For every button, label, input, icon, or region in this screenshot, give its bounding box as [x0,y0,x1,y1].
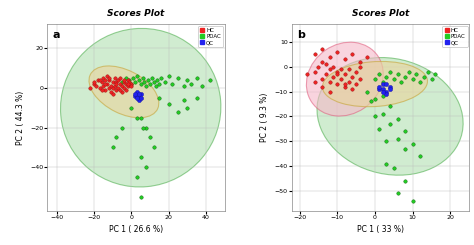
X-axis label: PC 1 ( 26.6 %): PC 1 ( 26.6 %) [109,225,163,234]
Y-axis label: PC 2 ( 44.3 %): PC 2 ( 44.3 %) [16,90,25,145]
Text: a: a [53,30,60,40]
Ellipse shape [317,58,463,175]
Legend: HC, PDAC, QC: HC, PDAC, QC [198,26,223,47]
Ellipse shape [306,42,383,116]
Title: Scores Plot: Scores Plot [352,9,409,18]
Ellipse shape [61,28,221,187]
Y-axis label: PC 2 ( 9.3 %): PC 2 ( 9.3 %) [260,93,269,142]
Text: b: b [297,30,305,40]
Ellipse shape [322,61,428,107]
Ellipse shape [89,66,159,118]
X-axis label: PC 1 ( 33 %): PC 1 ( 33 %) [357,225,404,234]
Legend: HC, PDAC, QC: HC, PDAC, QC [442,26,467,47]
Title: Scores Plot: Scores Plot [108,9,164,18]
